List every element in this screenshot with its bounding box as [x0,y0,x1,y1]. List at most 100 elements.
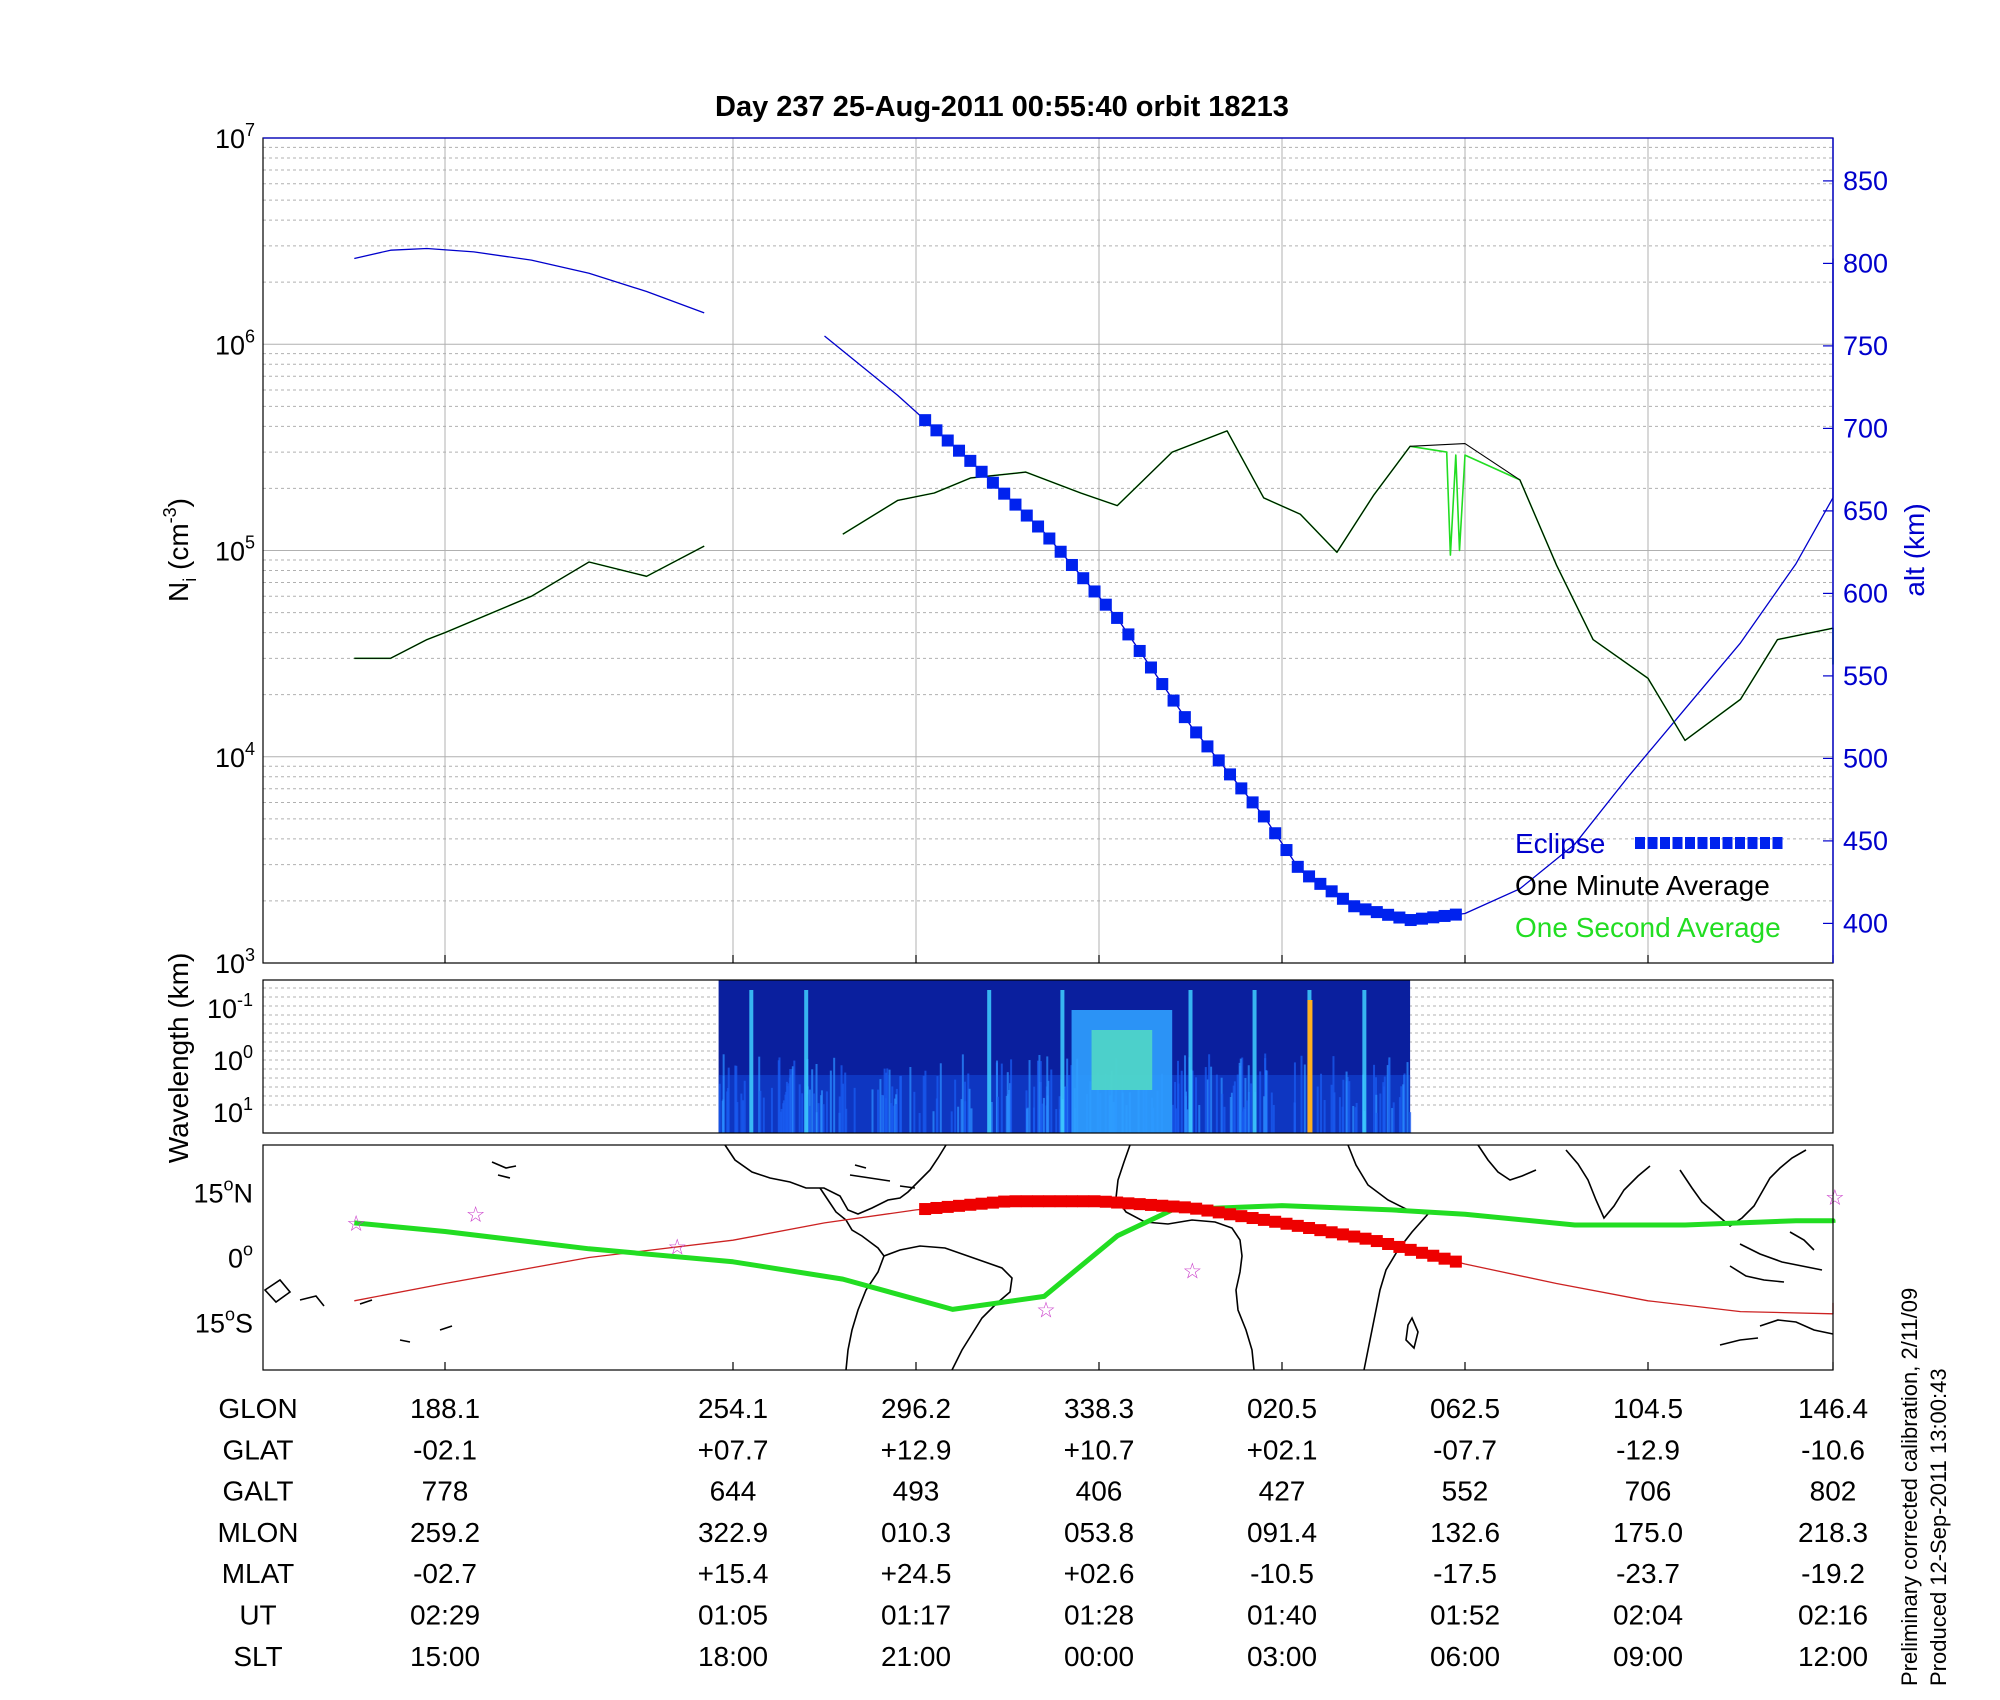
spectrogram-streak [808,1105,811,1133]
spectrogram-streak [742,1100,745,1133]
eclipse-marker [1224,768,1237,781]
eclipse-marker [1393,911,1406,924]
density-grid [263,138,1834,964]
spectrogram-streak [957,1106,960,1133]
map-eclipse-marker [1224,1208,1237,1221]
legend-eclipse-marker [1722,837,1733,849]
table-cell: 802 [1810,1476,1857,1507]
eclipse-marker [941,434,954,447]
spectrogram-streak [1042,1097,1045,1133]
eclipse-marker [1111,611,1124,624]
spectrogram-streak [1039,1061,1042,1133]
map-eclipse-marker [1077,1195,1090,1208]
coastline-south-america-west [845,1255,885,1371]
spectrogram-streak [782,1100,785,1133]
production-note: Produced 12-Sep-2011 13:00:43 [1926,1368,1951,1686]
spectrogram-streak [1171,1104,1174,1133]
eclipse-marker [1144,661,1157,674]
map-eclipse-marker [1404,1243,1417,1256]
altitude-y-tick-label: 450 [1843,826,1888,856]
altitude-y-tick-label: 400 [1843,908,1888,938]
density-panel: 103 104 105 106 107 400 450 500 550 600 650 700 750… [160,120,1930,979]
eclipse-marker [1212,754,1225,767]
map-eclipse-marker [1257,1213,1270,1226]
eclipse-marker [1054,545,1067,558]
spectrogram-streak [820,1095,823,1133]
spectrogram-streak [1403,1073,1406,1133]
spectrogram-streak [1375,1112,1378,1133]
table-cell: 427 [1259,1476,1306,1507]
spectrogram-streak [1263,1096,1266,1133]
spectrogram-streak [939,1063,942,1133]
spectrogram-streak [813,1093,816,1133]
map-eclipse-marker [998,1195,1011,1208]
map-eclipse-marker [1201,1204,1214,1217]
spectrogram-streak [1055,1109,1058,1133]
spectrogram-streak [1050,1069,1053,1133]
spectrogram-streak [1338,1097,1341,1133]
map-eclipse-marker [1336,1228,1349,1241]
spectrogram-streak [1388,1059,1391,1133]
map-plot-area [263,1145,1833,1370]
map-eclipse-marker [975,1197,988,1210]
spectrogram-streak [1250,1083,1253,1133]
map-eclipse-marker [1190,1202,1203,1215]
spectrogram-streak [996,1096,999,1133]
table-cell: 01:28 [1064,1600,1134,1631]
spectrogram-streak [1180,1070,1183,1133]
table-cell: 406 [1076,1476,1123,1507]
spectrogram-streak [1345,1071,1348,1133]
spectrogram-image [718,980,1412,1133]
spectrogram-burst [804,990,809,1133]
table-row-label: UT [239,1600,276,1631]
altitude-y-tick-label: 750 [1843,331,1888,361]
spectrogram-streak [1242,1107,1245,1133]
table-row-label: GLON [218,1393,297,1424]
spectrogram-streak [815,1064,818,1133]
star-marker: ☆ [667,1236,687,1261]
spectrogram-streak [778,1057,781,1133]
table-cell: 338.3 [1064,1393,1134,1424]
spectrogram-streak [1206,1079,1209,1133]
spectrogram-streak [1239,1058,1242,1133]
map-eclipse-marker [1020,1195,1033,1208]
legend-eclipse-marker [1710,837,1720,849]
spectrogram-streak [1398,1097,1401,1133]
spectrogram-streak [877,1089,880,1133]
map-eclipse-marker [1156,1199,1169,1212]
eclipse-marker [1099,598,1112,611]
table-cell: 15:00 [410,1641,480,1672]
table-cell: 12:00 [1798,1641,1868,1672]
spectrogram-streak [1191,1070,1194,1133]
spectrogram-streak [838,1096,841,1133]
table-cell: 01:52 [1430,1600,1500,1631]
eclipse-marker [1438,909,1451,922]
table-cell: 188.1 [410,1393,480,1424]
coastline-central-america [819,1187,885,1257]
spectrogram-burst [1362,990,1367,1133]
spectrogram-streak [970,1108,973,1133]
map-y-tick-label: 0o [228,1240,253,1274]
eclipse-marker [1246,796,1259,809]
spectrogram-streak [736,1102,739,1133]
spectrogram-streak [960,1099,963,1133]
eclipse-marker [1009,498,1022,511]
spectrogram-streak [735,1065,738,1133]
spectrogram-streak [895,1104,898,1133]
spectrogram-streak [1373,1064,1376,1133]
map-eclipse-marker [1167,1200,1180,1213]
legend-eclipse-marker [1735,837,1745,849]
spectrogram-streak [798,1084,801,1133]
spectrogram-streak [829,1070,832,1133]
spectrogram-streak [1046,1056,1049,1133]
table-cell: 02:16 [1798,1600,1868,1631]
map-eclipse-marker [1415,1246,1428,1259]
map-eclipse-marker [1449,1255,1462,1268]
spectrogram-streak [894,1098,897,1133]
coastline-arabia-india [1477,1144,1651,1220]
eclipse-marker [1032,520,1045,533]
map-y-tick-label: 15oS [195,1304,253,1338]
table-cell: -02.1 [413,1434,477,1465]
altitude-y-tick-label: 600 [1843,578,1888,608]
spectrogram-streak [785,1081,788,1133]
